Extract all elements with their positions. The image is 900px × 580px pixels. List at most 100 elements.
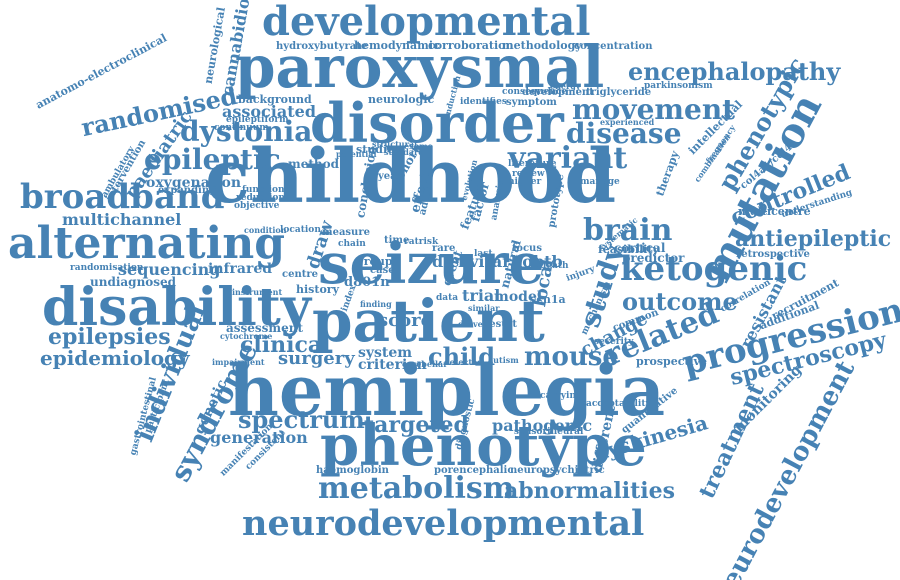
word-standard: standard (384, 147, 424, 157)
word-surgery: surgery (278, 348, 355, 369)
word-alternating: alternating (8, 218, 286, 269)
word-kvitarhobtb: kvitarhobtb (458, 252, 563, 271)
word-history: history (296, 283, 339, 296)
word-pathogenic: pathogenic (492, 416, 593, 435)
word-childhood: childhood (205, 134, 617, 220)
word-carrying: carrying (540, 391, 583, 401)
word-methodology: methodology (502, 39, 582, 52)
word-sequencing: sequencing (118, 260, 221, 279)
word-prospective: prospective (636, 355, 708, 368)
word-phenotype: phenotype (320, 413, 647, 479)
word-developmental: developmental (262, 0, 591, 45)
word-method: method (288, 157, 339, 171)
word-broadband: broadband (20, 177, 225, 217)
word-trial: trial (462, 286, 501, 305)
word-system: system (358, 345, 413, 361)
word-condition: condition (244, 225, 287, 235)
word-measure: measure (322, 227, 370, 238)
word-exome: exome (404, 141, 433, 151)
word-criterion: criterion (358, 357, 427, 373)
word-focus: focus (512, 243, 542, 254)
word-abnormalities: abnormalities (504, 478, 676, 504)
word-cerebellar: cerebellar (402, 359, 448, 369)
word-d801n: d801n (344, 275, 390, 290)
word-ketogenic: ketogenic (620, 249, 808, 289)
word-clinical: clinical (240, 332, 331, 358)
word-outcome: outcome (622, 287, 738, 316)
word-finding: finding (360, 299, 392, 309)
word-parkinsonism: parkinsonism (644, 81, 713, 91)
word-paroxysmal: paroxysmal (235, 33, 605, 101)
word-concentration: concentration (574, 41, 653, 52)
word-disability: disability (42, 277, 311, 338)
word-patient: patient (312, 287, 545, 355)
word-autism: autism (488, 355, 519, 365)
word-disease: disease (566, 117, 682, 150)
word-score: score (378, 310, 433, 331)
word-death: death (540, 261, 569, 271)
word-cytochrome: cytochrome (220, 331, 273, 341)
word-therapy: therapy (653, 149, 682, 198)
word-dravet: dravet (458, 319, 487, 329)
word-epileptic: epileptic (144, 143, 281, 176)
word-hemiplegia: hemiplegia (228, 349, 666, 432)
word-reduction: reduction (236, 193, 285, 203)
word-year: year (378, 171, 402, 182)
word-triglyceride: triglyceride (586, 87, 652, 98)
word-consequence: consequence (502, 87, 568, 97)
word-seizure: seizure (318, 231, 545, 297)
word-last: last (474, 249, 493, 259)
word-studies: studies (356, 143, 401, 156)
word-data: data (436, 293, 459, 303)
word-child: child (428, 342, 496, 371)
word-epileptiform: epileptiform (226, 115, 289, 125)
word-structural: structural (372, 139, 418, 149)
word-expanding: expanding (158, 185, 217, 196)
word-sensorineural: sensorineural (514, 427, 584, 437)
word-similar: similar (468, 303, 500, 313)
word-time: time (384, 235, 410, 246)
word-hydroxybutyrate: hydroxybutyrate (276, 41, 368, 52)
word-rare: rare (432, 243, 456, 254)
word-scn1a: scn1a (530, 293, 566, 306)
word-infrared: infrared (208, 261, 273, 277)
word-variant: variant (508, 141, 628, 176)
word-neuropsychiatric: neuropsychiatric (510, 465, 605, 476)
word-symptom: symptom (506, 97, 557, 108)
word-instrument: instrument (232, 287, 283, 297)
word-objective: objective (234, 201, 280, 211)
word-development: development (522, 87, 594, 98)
word-undiagnosed: undiagnosed (90, 275, 177, 289)
word-epidemiology: epidemiology (40, 346, 190, 370)
word-review: review (512, 169, 545, 179)
word-oxygenation: oxygenation (146, 175, 242, 191)
word-diet: diet (432, 252, 467, 271)
word-higher: higher (508, 177, 542, 187)
word-brain: brain (583, 213, 673, 248)
word-feasibility: feasibility (598, 243, 659, 256)
word-associated: associated (222, 102, 316, 121)
word-corroboration: corroboration (428, 39, 514, 52)
word-location: location (280, 225, 321, 235)
word-identifies: identifies (460, 97, 507, 107)
word-movement: movement (572, 93, 736, 126)
word-impairment: impairment (212, 357, 265, 367)
word-cortical: cortical (614, 241, 666, 255)
word-generation: generation (210, 428, 308, 447)
word-continuum: continuum (214, 123, 269, 133)
word-haemoglobin: haemoglobin (316, 465, 389, 476)
word-multicentre: multicentre (738, 205, 811, 218)
word-group: group (356, 255, 393, 268)
word-dystonia: dystonia (180, 115, 313, 148)
word-multichannel: multichannel (62, 210, 182, 229)
word-function: function (242, 185, 285, 195)
word-detected: detected (444, 357, 483, 367)
word-model: model (494, 289, 543, 305)
word-potential: potential (336, 149, 377, 159)
word-epilepsies: epilepsies (48, 324, 171, 350)
word-antiepileptic: antiepileptic (735, 226, 892, 252)
word-assessment: assessment (226, 321, 304, 335)
word-chain: chain (338, 239, 366, 249)
word-severity: severity (594, 337, 634, 347)
